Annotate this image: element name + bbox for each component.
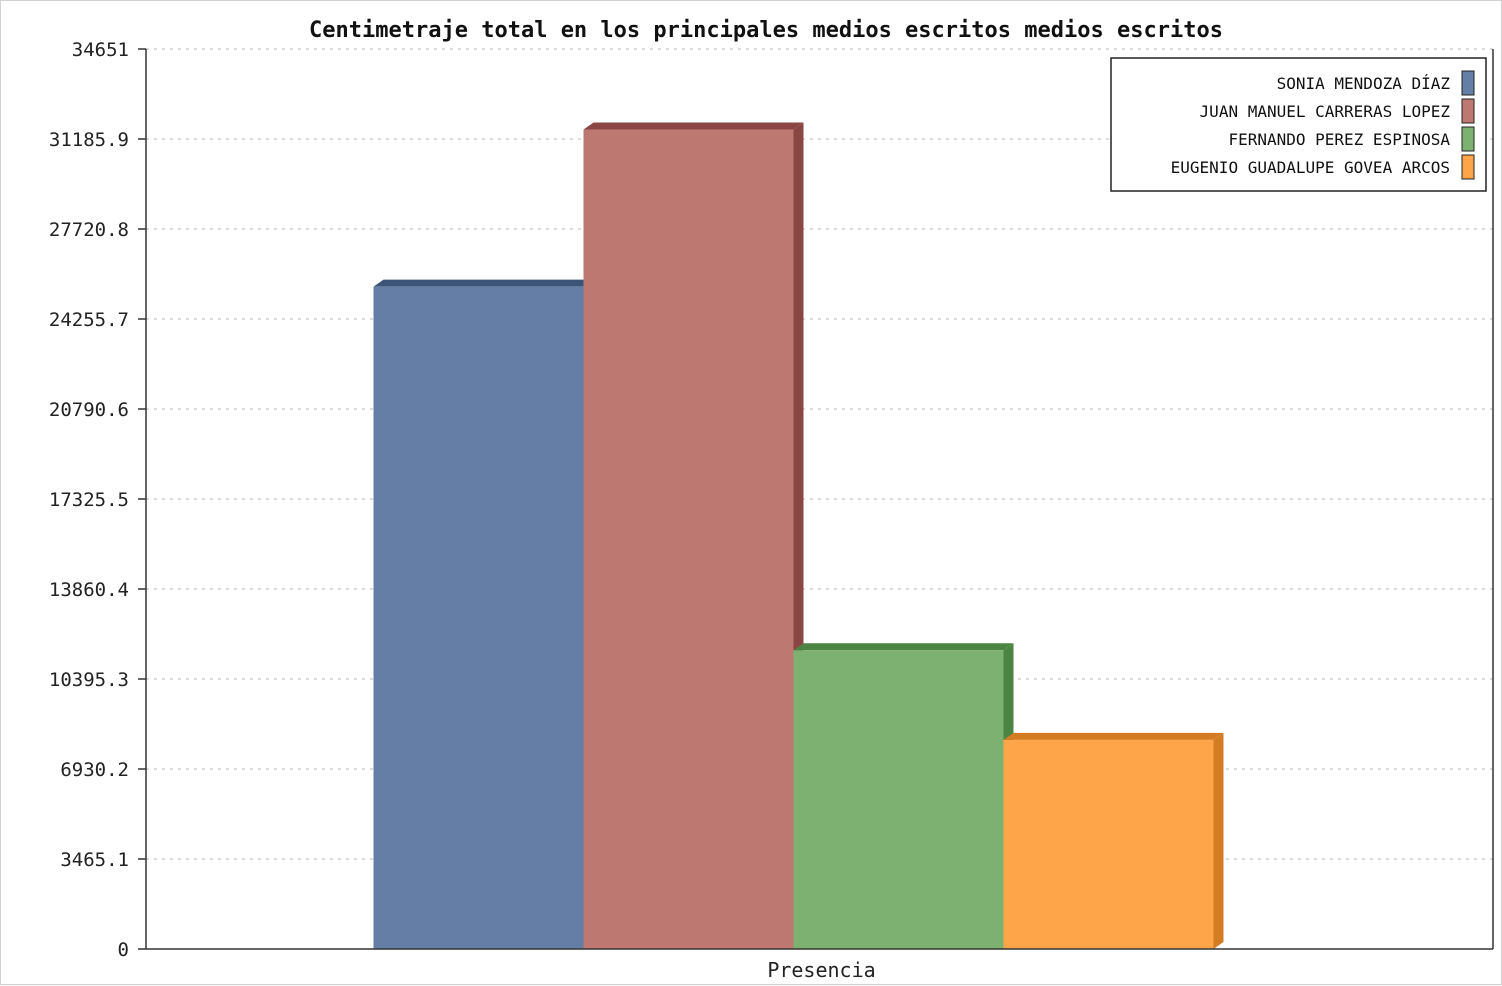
bar-front-face — [1003, 739, 1214, 949]
bar-4 — [1003, 732, 1224, 949]
x-category-label: Presencia — [767, 958, 875, 982]
y-tick-label: 20790.6 — [49, 399, 129, 421]
legend: SONIA MENDOZA DÍAZ JUAN MANUEL CARRERAS L… — [1110, 57, 1487, 192]
bar-top-face — [1003, 732, 1224, 740]
legend-swatch — [1461, 126, 1475, 152]
y-tick-label: 13860.4 — [49, 579, 129, 601]
legend-label: SONIA MENDOZA DÍAZ — [1277, 74, 1451, 93]
bar-2 — [583, 122, 804, 949]
legend-label: JUAN MANUEL CARRERAS LOPEZ — [1200, 102, 1451, 121]
bar-side-face — [1213, 732, 1224, 949]
bar-front-face — [373, 286, 584, 949]
grid-lines — [146, 48, 1493, 860]
y-tick-label: 24255.7 — [49, 309, 129, 331]
y-tick-label: 17325.5 — [49, 489, 129, 511]
bar-3 — [793, 643, 1014, 949]
legend-swatch — [1461, 70, 1475, 96]
y-tick-label: 34651 — [72, 39, 129, 61]
chart-title: Centimetraje total en los principales me… — [309, 18, 1223, 43]
y-tick-label: 0 — [118, 939, 129, 961]
legend-swatch — [1461, 154, 1475, 180]
bar-front-face — [583, 129, 794, 949]
x-axis: Presencia — [146, 49, 1494, 982]
legend-swatch — [1461, 98, 1475, 124]
legend-label: EUGENIO GUADALUPE GOVEA ARCOS — [1171, 158, 1450, 177]
y-tick-label: 6930.2 — [60, 759, 129, 781]
bar-top-face — [373, 279, 594, 287]
y-tick-label: 3465.1 — [60, 849, 129, 871]
legend-box — [1110, 57, 1487, 192]
y-tick-label: 10395.3 — [49, 669, 129, 691]
bar-top-face — [583, 122, 804, 130]
bar-front-face — [793, 650, 1004, 949]
y-tick-label: 27720.8 — [49, 219, 129, 241]
y-tick-label: 31185.9 — [49, 129, 129, 151]
bar-top-face — [793, 643, 1014, 651]
legend-label: FERNANDO PEREZ ESPINOSA — [1228, 130, 1450, 149]
y-axis: 0 3465.1 6930.2 10395.3 13860.4 17325.5 20790.… — [49, 39, 147, 961]
bar-1 — [373, 279, 594, 949]
bars — [373, 122, 1224, 949]
